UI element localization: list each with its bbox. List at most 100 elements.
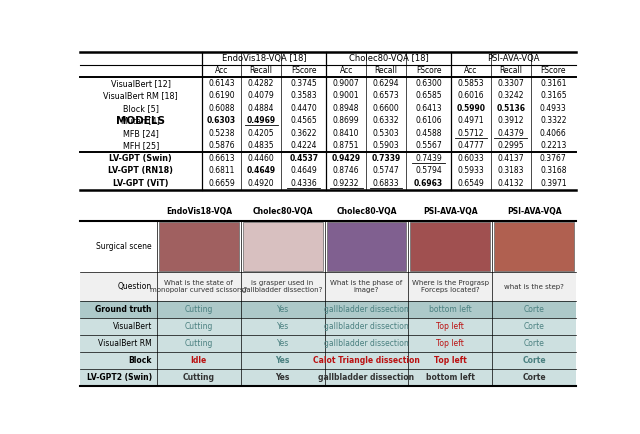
Text: 0.5567: 0.5567 bbox=[415, 141, 442, 151]
Text: 0.3322: 0.3322 bbox=[540, 116, 566, 125]
Text: Cutting: Cutting bbox=[184, 305, 213, 314]
Text: Yes: Yes bbox=[275, 373, 290, 382]
Text: FScore: FScore bbox=[291, 66, 316, 76]
Bar bbox=[410, 223, 490, 271]
Text: Top left: Top left bbox=[434, 356, 467, 365]
Text: 0.5876: 0.5876 bbox=[208, 141, 235, 151]
Text: 0.3622: 0.3622 bbox=[291, 129, 317, 138]
Text: 0.4649: 0.4649 bbox=[246, 166, 276, 175]
Text: Top left: Top left bbox=[436, 339, 464, 348]
Text: Cutting: Cutting bbox=[183, 373, 215, 382]
Text: 0.4971: 0.4971 bbox=[458, 116, 484, 125]
Text: Question: Question bbox=[118, 282, 152, 291]
Text: 0.6613: 0.6613 bbox=[208, 154, 235, 163]
Text: 0.4460: 0.4460 bbox=[248, 154, 275, 163]
Text: 0.6294: 0.6294 bbox=[372, 79, 399, 88]
Text: Block [5]: Block [5] bbox=[123, 104, 159, 113]
Text: PSI-AVA-VQA: PSI-AVA-VQA bbox=[507, 207, 561, 216]
Text: LV-GPT2 (Swin): LV-GPT2 (Swin) bbox=[87, 373, 152, 382]
Text: LV-GPT (RN18): LV-GPT (RN18) bbox=[108, 166, 173, 175]
Text: 0.5853: 0.5853 bbox=[458, 79, 484, 88]
Text: 0.3168: 0.3168 bbox=[540, 166, 566, 175]
Text: Acc: Acc bbox=[340, 66, 353, 76]
Text: 0.4336: 0.4336 bbox=[291, 179, 317, 188]
Text: gallbladder dissection: gallbladder dissection bbox=[324, 305, 409, 314]
Text: 0.6659: 0.6659 bbox=[208, 179, 235, 188]
Text: 0.6833: 0.6833 bbox=[372, 179, 399, 188]
Text: 0.9007: 0.9007 bbox=[333, 79, 360, 88]
Text: 0.3165: 0.3165 bbox=[540, 92, 566, 100]
Text: VisualBert [12]: VisualBert [12] bbox=[111, 79, 171, 88]
Text: 0.6033: 0.6033 bbox=[458, 154, 484, 163]
Text: 0.6106: 0.6106 bbox=[415, 116, 442, 125]
Text: 0.8699: 0.8699 bbox=[333, 116, 360, 125]
Text: Mutan [4]: Mutan [4] bbox=[122, 116, 160, 125]
Text: 0.5136: 0.5136 bbox=[497, 104, 525, 113]
Bar bbox=[80, 301, 576, 318]
Text: 0.3745: 0.3745 bbox=[291, 79, 317, 88]
Text: EndoVis18-VQA: EndoVis18-VQA bbox=[166, 207, 232, 216]
Text: 0.3183: 0.3183 bbox=[497, 166, 524, 175]
Text: LV-GPT (Swin): LV-GPT (Swin) bbox=[109, 154, 172, 163]
Text: Ground truth: Ground truth bbox=[95, 305, 152, 314]
Text: 0.8746: 0.8746 bbox=[333, 166, 360, 175]
Text: Acc: Acc bbox=[465, 66, 477, 76]
Text: 0.6549: 0.6549 bbox=[458, 179, 484, 188]
Bar bbox=[80, 352, 576, 369]
Text: 0.5933: 0.5933 bbox=[458, 166, 484, 175]
Text: what is the step?: what is the step? bbox=[504, 284, 564, 290]
Text: 0.3971: 0.3971 bbox=[540, 179, 566, 188]
Text: MFB [24]: MFB [24] bbox=[123, 129, 159, 138]
Text: Cutting: Cutting bbox=[184, 322, 213, 331]
Text: What is the state of
monopolar curved scissors?: What is the state of monopolar curved sc… bbox=[150, 280, 248, 293]
Text: 0.4282: 0.4282 bbox=[248, 79, 275, 88]
Text: 0.3161: 0.3161 bbox=[540, 79, 566, 88]
Text: Recall: Recall bbox=[250, 66, 273, 76]
Text: 0.6143: 0.6143 bbox=[208, 79, 235, 88]
Text: 0.6585: 0.6585 bbox=[415, 92, 442, 100]
Text: 0.5903: 0.5903 bbox=[372, 141, 399, 151]
Text: MFH [25]: MFH [25] bbox=[123, 141, 159, 151]
Text: 0.7339: 0.7339 bbox=[371, 154, 401, 163]
Text: 0.3242: 0.3242 bbox=[497, 92, 524, 100]
Text: Yes: Yes bbox=[275, 356, 290, 365]
Text: 0.6811: 0.6811 bbox=[208, 166, 235, 175]
Text: 0.4933: 0.4933 bbox=[540, 104, 567, 113]
Text: Surgical scene: Surgical scene bbox=[96, 242, 152, 251]
Text: 0.4379: 0.4379 bbox=[497, 129, 524, 138]
Text: Yes: Yes bbox=[276, 305, 289, 314]
Text: Idle: Idle bbox=[191, 356, 207, 365]
Text: 0.4884: 0.4884 bbox=[248, 104, 275, 113]
Text: 0.4649: 0.4649 bbox=[291, 166, 317, 175]
Text: 0.4066: 0.4066 bbox=[540, 129, 567, 138]
Text: 0.9429: 0.9429 bbox=[332, 154, 361, 163]
Text: MODELS: MODELS bbox=[116, 116, 165, 126]
Text: Corte: Corte bbox=[522, 356, 546, 365]
Text: is grasper used in
gallbladder dissection?: is grasper used in gallbladder dissectio… bbox=[243, 280, 323, 293]
Text: FScore: FScore bbox=[541, 66, 566, 76]
Text: Cholec80-VQA: Cholec80-VQA bbox=[336, 207, 397, 216]
Text: PSI-AVA-VQA: PSI-AVA-VQA bbox=[423, 207, 477, 216]
Text: VisualBert RM [18]: VisualBert RM [18] bbox=[104, 92, 178, 100]
Text: 0.8948: 0.8948 bbox=[333, 104, 360, 113]
Text: LV-GPT (ViT): LV-GPT (ViT) bbox=[113, 179, 168, 188]
Text: Top left: Top left bbox=[436, 322, 464, 331]
Text: 0.5747: 0.5747 bbox=[372, 166, 399, 175]
Text: 0.3912: 0.3912 bbox=[497, 116, 524, 125]
Text: FScore: FScore bbox=[416, 66, 441, 76]
Text: 0.6332: 0.6332 bbox=[372, 116, 399, 125]
Text: 0.6963: 0.6963 bbox=[414, 179, 443, 188]
Bar bbox=[159, 223, 239, 271]
Text: Corte: Corte bbox=[524, 339, 545, 348]
Text: 0.6088: 0.6088 bbox=[208, 104, 235, 113]
Text: 0.6413: 0.6413 bbox=[415, 104, 442, 113]
Text: 0.2213: 0.2213 bbox=[540, 141, 566, 151]
Text: Block: Block bbox=[129, 356, 152, 365]
Text: 0.7439: 0.7439 bbox=[415, 154, 442, 163]
Text: Cutting: Cutting bbox=[184, 339, 213, 348]
Text: 0.4835: 0.4835 bbox=[248, 141, 275, 151]
Text: 0.4224: 0.4224 bbox=[291, 141, 317, 151]
Text: VisualBert: VisualBert bbox=[113, 322, 152, 331]
Text: 0.6300: 0.6300 bbox=[415, 79, 442, 88]
Text: 0.4205: 0.4205 bbox=[248, 129, 275, 138]
